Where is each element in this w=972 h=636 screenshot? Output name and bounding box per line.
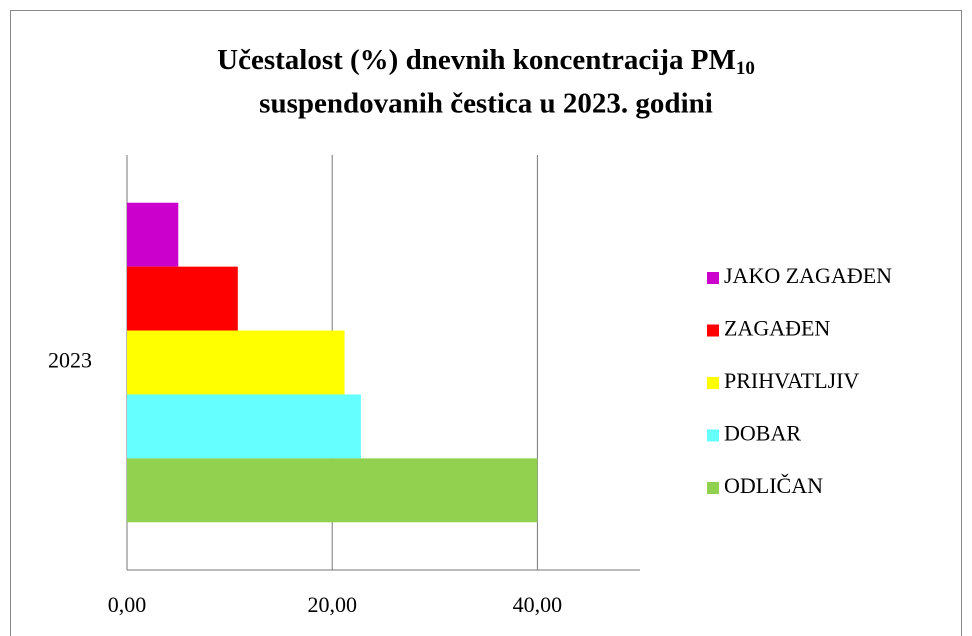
legend-label: PRIHVATLJIV bbox=[724, 368, 859, 393]
x-tick-label: 0,00 bbox=[108, 592, 147, 617]
legend-label: ZAGAĐEN bbox=[724, 316, 830, 341]
x-tick-label: 20,00 bbox=[307, 592, 357, 617]
chart-title: Učestalost (%) dnevnih koncentracija PM1… bbox=[217, 44, 755, 80]
title-main: Učestalost (%) dnevnih koncentracija PM bbox=[217, 44, 736, 76]
bar bbox=[127, 266, 238, 331]
legend-swatch bbox=[707, 377, 719, 389]
bar bbox=[127, 330, 345, 395]
legend-label: JAKO ZAGAĐEN bbox=[724, 263, 892, 288]
bar bbox=[127, 394, 361, 459]
bar bbox=[127, 458, 538, 523]
y-tick-label: 2023 bbox=[48, 348, 92, 373]
legend-swatch bbox=[707, 482, 719, 494]
title-subscript: 10 bbox=[736, 58, 755, 79]
x-tick-label: 40,00 bbox=[513, 592, 563, 617]
legend-swatch bbox=[707, 324, 719, 337]
legend-swatch bbox=[707, 429, 719, 442]
legend-swatch bbox=[707, 272, 719, 284]
chart-title-line2: suspendovanih čestica u 2023. godini bbox=[259, 88, 713, 120]
bar bbox=[127, 202, 179, 267]
legend-label: ODLIČAN bbox=[724, 473, 823, 498]
legend-label: DOBAR bbox=[724, 421, 801, 446]
